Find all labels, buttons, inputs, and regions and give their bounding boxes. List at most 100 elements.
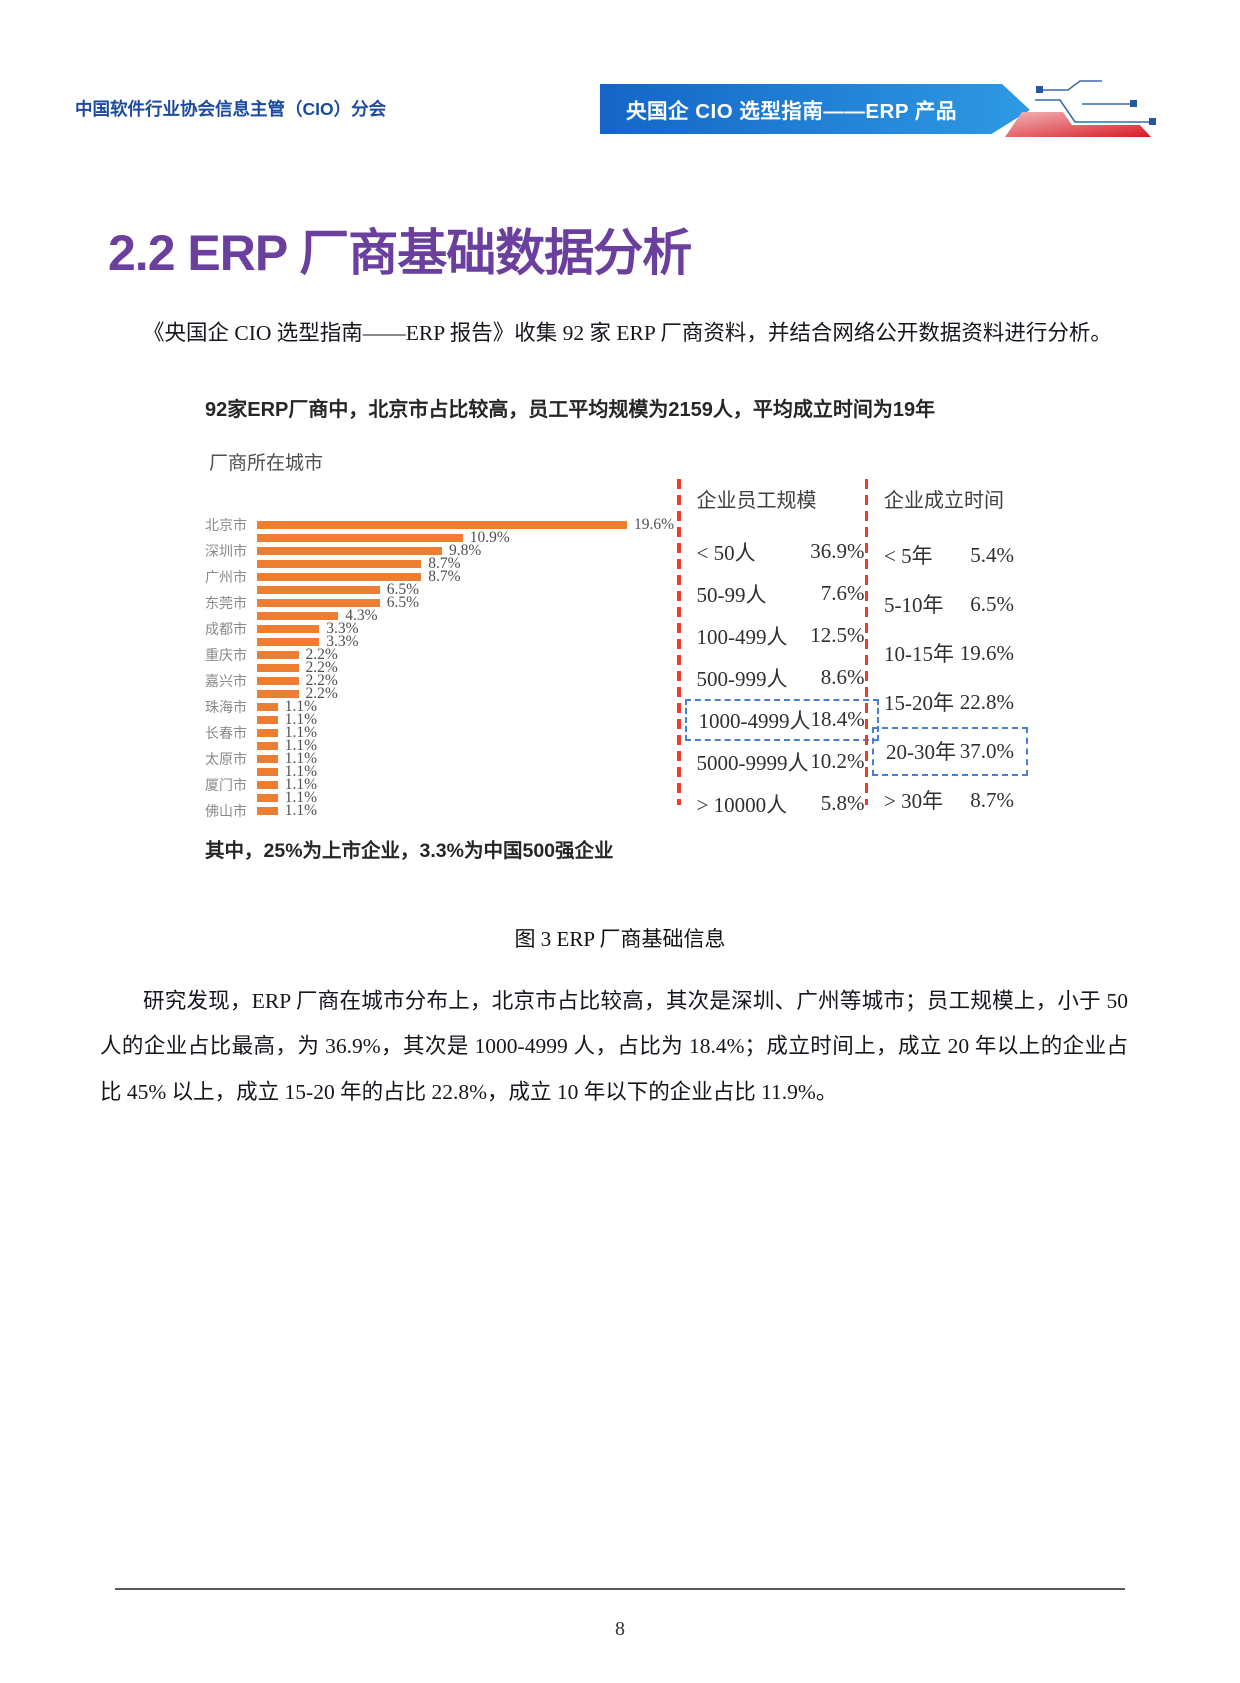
bar-row: 厦门市 1.1% [205,776,677,794]
banner-title: 央国企 CIO 选型指南——ERP 产品 [626,100,957,123]
org-title: 中国软件行业协会信息主管（CIO）分会 [75,99,387,119]
bar-row: 2.2% [205,659,677,676]
bar-row: 1.1% [205,737,677,754]
bar-row: 3.3% [205,633,677,651]
bar-row: 6.5% [205,581,677,599]
list-row: 5-10年 6.5% [884,580,1014,629]
bar-value-label: 2.2% [305,685,338,703]
bar [257,520,627,530]
list-row-label: 15-20年 [884,691,954,716]
bar-value-label: 8.7% [428,555,461,573]
bar [257,754,278,764]
chart-columns: 厂商所在城市 北京市 19.6% 10.9% 深圳市 9.8% 8.7% 广州市 8.7% 6.… [205,434,1240,820]
list-row-value: 6.5% [970,591,1014,616]
header-banner-ribbon: 央国企 CIO 选型指南——ERP 产品 [600,84,1030,134]
list-row-label: 10-15年 [884,642,954,667]
bar-value-label: 3.3% [326,633,359,651]
city-label: 北京市 [205,517,247,534]
list-row-label: 20-30年 [886,740,956,765]
bar-value-label: 1.1% [284,763,318,781]
bar-value-label: 10.9% [469,529,510,547]
bar-row: 2.2% [205,685,677,703]
city-label: 广州市 [205,569,247,586]
list-row: 500-999人 8.6% [697,657,865,699]
city-label: 珠海市 [205,699,247,716]
bar [257,650,299,660]
bar [257,637,320,647]
bar-row: 深圳市 9.8% [205,542,677,559]
bar [257,598,380,608]
bar-row: 佛山市 1.1% [205,802,677,819]
red-dashed-divider [677,478,681,805]
city-bar-chart: 厂商所在城市 北京市 19.6% 10.9% 深圳市 9.8% 8.7% 广州市 8.7% 6.… [205,434,677,820]
bar-value-label: 8.7% [428,568,461,586]
bar-row: 东莞市 6.5% [205,594,677,612]
bar-value-label: 1.1% [284,750,318,768]
bar-row: 1.1% [205,789,677,806]
list-row-highlighted: 20-30年 37.0% [872,726,1028,776]
bar-row: 珠海市 1.1% [205,698,677,716]
employee-scale-list: 企业员工规模 < 50人 36.9% 50-99人 7.6% 100-499人 12.5%… [684,484,879,825]
bar-value-label: 1.1% [284,776,318,794]
city-label: 嘉兴市 [205,673,247,690]
bar-row: 太原市 1.1% [205,750,677,768]
chart-note: 其中，25%为上市企业，3.3%为中国500强企业 [205,839,614,862]
bar-value-label: 6.5% [386,594,419,612]
bar-value-label: 2.2% [305,672,338,690]
bar-value-label: 6.5% [386,581,419,599]
city-chart-title: 厂商所在城市 [209,452,324,474]
list-row-value: 37.0% [959,738,1014,763]
list-row-value: 7.6% [820,581,865,606]
bar [257,689,299,699]
list-row: < 50人 36.9% [697,531,865,573]
list-row: > 30年 8.7% [884,776,1014,825]
bar-value-label: 1.1% [284,698,318,716]
list-row: 50-99人 7.6% [697,573,865,615]
bar-row: 4.3% [205,607,677,624]
bar-value-label: 1.1% [284,724,318,742]
list-row-label: 100-499人 [696,624,788,649]
figure-caption: 图 3 ERP 厂商基础信息 [514,926,726,951]
list-row-label: 5-10年 [884,593,944,618]
list-row-label: 50-99人 [696,582,767,607]
city-label: 佛山市 [205,803,247,820]
list-row-highlighted: 1000-4999人 18.4% [684,698,879,741]
city-label: 成都市 [205,621,247,638]
bar-row: 1.1% [205,711,677,729]
list-row: 15-20年 22.8% [884,678,1014,727]
section-heading: 2.2 ERP 厂商基础数据分析 [108,225,692,281]
bar [257,559,422,569]
bar [257,624,320,634]
list-row-value: 36.9% [810,539,865,564]
erp-vendor-figure: 92家ERP厂商中，北京市占比较高，员工平均规模为2159人，平均成立时间为19… [0,393,1240,953]
list-row: 5000-9999人 10.2% [697,741,865,783]
analysis-paragraph: 研究发现，ERP 厂商在城市分布上，北京市占比较高，其次是深圳、广州等城市；员工… [100,988,1128,1104]
list-row-value: 22.8% [959,689,1014,714]
red-dashed-divider [864,478,868,805]
bar-row: 长春市 1.1% [205,724,677,742]
list-row-value: 18.4% [810,707,865,732]
list-row-label: < 50人 [696,540,756,565]
bar-row: 10.9% [205,529,677,547]
list-row-label: < 5年 [884,544,933,569]
list-row-value: 5.8% [820,791,865,816]
bar [257,728,278,738]
bar-value-label: 1.1% [284,711,318,729]
list-row: 100-499人 12.5% [697,615,865,657]
intro-paragraph: 《央国企 CIO 选型指南——ERP 报告》收集 92 家 ERP 厂商资料，并… [143,321,1112,345]
founding-time-title: 企业成立时间 [884,489,1004,512]
circuit-decoration-icon [1005,80,1156,137]
list-row-label: 1000-4999人 [698,708,811,733]
list-row-label: 500-999人 [696,666,788,691]
city-label: 东莞市 [205,595,247,612]
bar-row: 成都市 3.3% [205,620,677,637]
employee-scale-title: 企业员工规模 [696,489,817,512]
list-row: > 10000人 5.8% [697,783,865,825]
list-row-value: 5.4% [970,542,1014,567]
bar-value-label: 2.2% [305,646,338,664]
city-label: 长春市 [205,725,247,742]
footer-rule [115,1588,1125,1590]
city-label: 深圳市 [205,543,247,560]
bar [257,533,463,543]
